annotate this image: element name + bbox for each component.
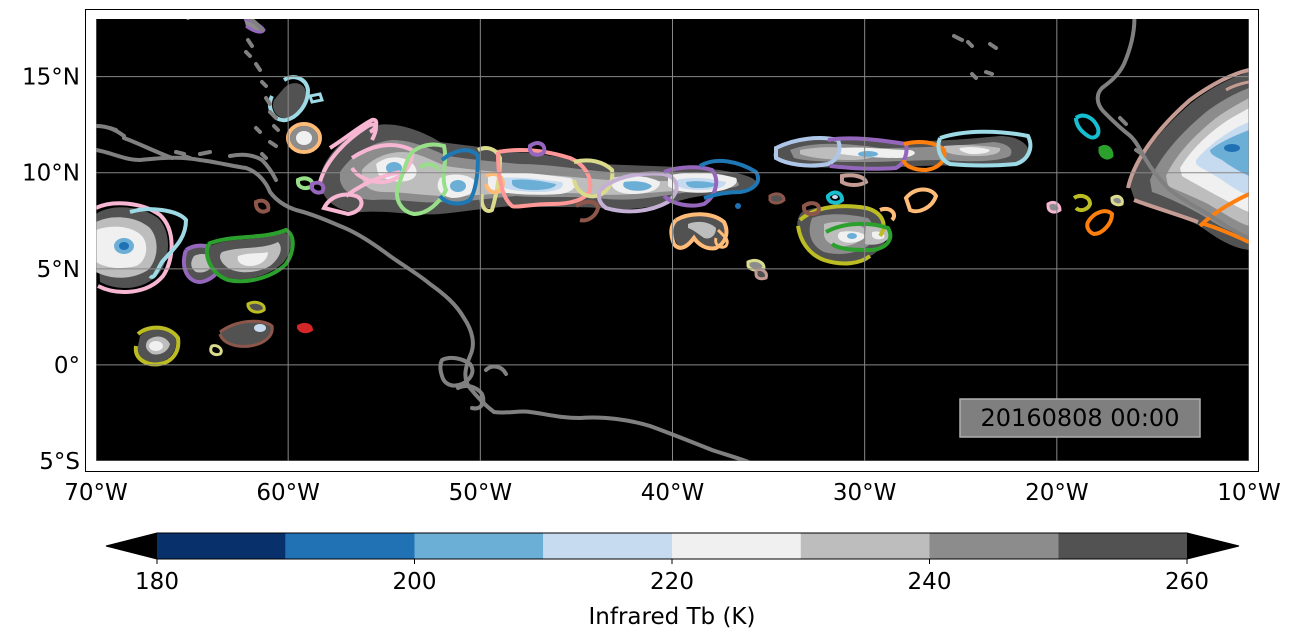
colorbar-tick-label: 200 [393,569,437,595]
longitude-tick-label: 20°W [1025,480,1089,506]
timestamp-text: 20160808 00:00 [981,404,1180,432]
cloud-system-orange-hook [669,212,729,251]
colorbar-tick-label: 180 [135,569,179,595]
map-data-layer [96,19,1249,461]
latitude-tick-label: 5°S [39,449,80,475]
cloud-system-small-central [735,192,786,281]
longitude-tick-label: 40°W [641,480,705,506]
longitude-tick-label: 30°W [833,480,897,506]
cloud-system-east-coast [1046,68,1249,250]
latitude-tick-label: 5°N [37,257,80,283]
latitude-tick-labels: 15°N 10°N 5°N 0° 5°S [22,65,80,475]
colorbar-segment [929,533,1059,559]
cloud-band-itcz [322,124,757,215]
longitude-tick-label: 70°W [64,480,128,506]
colorbar-segment [800,533,930,559]
gridlines [96,19,1249,461]
longitude-tick-label: 10°W [1217,480,1281,506]
colorbar-extend-max [1187,533,1239,559]
colorbar-tick-label: 220 [650,569,694,595]
latitude-tick-label: 0° [54,353,80,379]
longitude-tick-label: 50°W [449,480,513,506]
colorbar-tick-label: 260 [1165,569,1209,595]
latitude-tick-label: 15°N [22,65,80,91]
cloud-system-orange-1 [286,122,322,154]
colorbar-segment [157,533,286,559]
colorbar-tick-labels: 180 200 220 240 260 [135,559,1209,595]
colorbar-extend-min [106,533,157,559]
colorbar-tick-label: 240 [908,569,952,595]
cloud-field [96,19,1249,367]
colorbar-segment [414,533,544,559]
cloud-outlines-itcz [254,117,760,223]
cloud-system-west-1 [96,201,189,294]
cloud-system-west-2 [181,227,295,285]
colorbar-segment [672,533,801,559]
longitude-tick-labels: 70°W 60°W 50°W 40°W 30°W 20°W 10°W [64,480,1281,506]
colorbar-label: Infrared Tb (K) [588,604,755,630]
coastlines [96,19,1249,461]
longitude-tick-label: 60°W [256,480,320,506]
cloud-system-southwest [133,300,314,367]
colorbar: 180 200 220 240 260 Infrared Tb (K) [105,532,1240,630]
cloud-band-east [773,129,1033,173]
timestamp-box: 20160808 00:00 [959,398,1201,438]
cloud-system-south-east [796,173,939,266]
colorbar-segment [543,533,672,559]
colorbar-segment [285,533,415,559]
latitude-tick-label: 10°N [22,161,80,187]
colorbar-segments [157,533,1187,559]
colorbar-segment [1058,533,1187,559]
